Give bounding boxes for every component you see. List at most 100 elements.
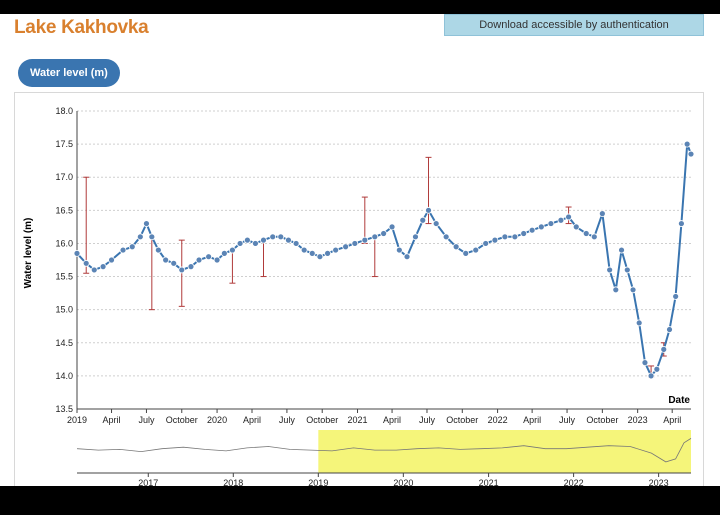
y-tick-label: 17.5 — [55, 139, 73, 149]
data-point — [220, 249, 228, 257]
data-point — [170, 259, 178, 267]
data-point — [128, 243, 136, 251]
data-point — [178, 266, 186, 274]
y-tick-label: 17.0 — [55, 172, 73, 182]
overview-x-axis: 2017 2018 2019 2020 2021 2022 2023 — [77, 472, 691, 486]
download-button[interactable]: Download accessible by authentication — [444, 14, 704, 36]
data-point — [472, 246, 480, 254]
data-point — [236, 240, 244, 247]
y-tick-label: 16.0 — [55, 238, 73, 248]
data-point — [187, 263, 195, 271]
x-tick-label: July — [279, 415, 296, 425]
overview-navigator[interactable]: 2017 2018 2019 2020 2021 2022 2023 — [76, 430, 692, 486]
data-point — [162, 256, 170, 264]
series-line — [76, 143, 692, 378]
x-tick-label: July — [138, 415, 155, 425]
y-tick-label: 18.0 — [55, 106, 73, 116]
data-point — [590, 233, 598, 241]
data-point — [73, 249, 81, 257]
x-tick-label: July — [559, 415, 576, 425]
x-axis: 2019 April July October 2020 April July October… — [67, 408, 691, 425]
data-point — [277, 233, 285, 241]
error-bars — [83, 156, 667, 378]
overview-tick-label: 2019 — [308, 478, 328, 486]
data-point — [388, 223, 396, 231]
data-point — [380, 230, 388, 237]
x-tick-label: October — [306, 415, 338, 425]
data-points — [73, 140, 695, 380]
data-point — [371, 233, 379, 241]
x-tick-label: April — [103, 415, 121, 425]
data-point — [511, 233, 519, 241]
data-point — [432, 220, 440, 227]
data-point — [653, 365, 661, 373]
data-point — [395, 246, 403, 254]
data-point — [213, 256, 221, 264]
data-point — [342, 243, 350, 251]
data-point — [528, 226, 536, 234]
data-point — [403, 253, 411, 261]
y-tick-label: 14.5 — [55, 338, 73, 348]
tab-water-level[interactable]: Water level (m) — [18, 59, 120, 87]
data-point — [308, 249, 316, 257]
page: Lake Kakhovka Download accessible by aut… — [0, 14, 720, 486]
chart-panel: 13.5 14.0 14.5 15.0 15.5 16.0 16.5 17.0 17.5 18.0… — [14, 92, 704, 486]
overview-line — [76, 438, 692, 463]
data-point — [143, 220, 150, 227]
data-point — [332, 246, 340, 254]
y-axis-label: Water level (m) — [23, 218, 34, 289]
data-point — [108, 256, 115, 264]
x-tick-label: July — [419, 415, 436, 425]
x-axis-label: Date — [668, 395, 690, 406]
data-point — [90, 266, 98, 274]
data-point — [641, 359, 649, 367]
data-point — [412, 233, 419, 241]
data-point — [635, 319, 643, 327]
data-point — [82, 259, 90, 267]
data-point — [195, 256, 203, 264]
data-point — [520, 230, 528, 237]
x-tick-label: October — [586, 415, 618, 425]
overview-tick-label: 2021 — [479, 478, 499, 486]
brush-selection[interactable] — [318, 430, 691, 473]
overview-tick-label: 2017 — [138, 478, 158, 486]
data-point — [501, 233, 509, 241]
data-point — [683, 140, 691, 148]
data-point — [419, 216, 427, 224]
y-tick-label: 14.0 — [55, 371, 73, 381]
y-tick-label: 16.5 — [55, 205, 73, 215]
data-point — [316, 253, 324, 261]
data-point — [351, 240, 359, 247]
water-level-chart[interactable]: 13.5 14.0 14.5 15.0 15.5 16.0 16.5 17.0 17.5 18.0… — [15, 93, 703, 486]
data-point — [324, 249, 331, 257]
data-point — [537, 223, 545, 231]
x-tick-label: 2020 — [207, 415, 227, 425]
data-point — [687, 150, 695, 158]
data-point — [442, 233, 450, 241]
data-point — [678, 220, 685, 227]
data-point — [243, 236, 251, 244]
page-title: Lake Kakhovka — [14, 17, 149, 38]
x-tick-label: 2019 — [67, 415, 87, 425]
data-point — [672, 293, 680, 300]
data-point — [229, 246, 236, 254]
y-tick-label: 15.0 — [55, 305, 73, 315]
x-tick-label: April — [663, 415, 681, 425]
data-point — [148, 233, 156, 241]
grid — [77, 110, 691, 410]
x-tick-label: April — [243, 415, 261, 425]
data-point — [618, 246, 625, 254]
data-point — [252, 240, 259, 247]
data-point — [557, 216, 565, 224]
x-tick-label: 2021 — [348, 415, 368, 425]
data-point — [154, 246, 162, 254]
data-point — [482, 240, 490, 247]
data-point — [99, 263, 107, 271]
data-point — [612, 286, 620, 294]
data-point — [136, 233, 144, 241]
overview-tick-label: 2020 — [393, 478, 413, 486]
x-tick-label: October — [166, 415, 198, 425]
data-point — [623, 266, 631, 274]
data-point — [666, 326, 673, 333]
x-tick-label: April — [523, 415, 541, 425]
